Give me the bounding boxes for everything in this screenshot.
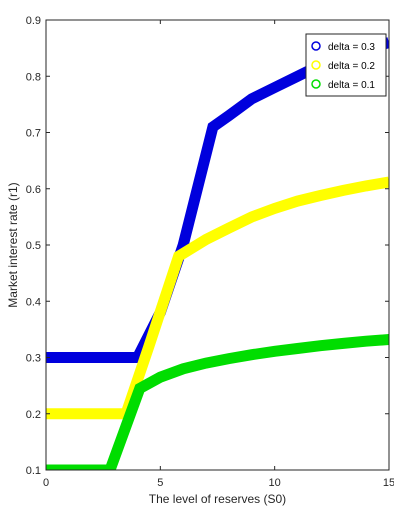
y-tick-label: 0.6 bbox=[26, 184, 41, 196]
legend-marker bbox=[311, 41, 321, 51]
legend-label: delta = 0.3 bbox=[328, 42, 375, 53]
series-line-3 bbox=[46, 334, 389, 470]
y-tick-label: 0.3 bbox=[26, 353, 41, 365]
tick-labels: 0 5 10 15 0.1 0.2 0.3 0.4 0.5 0.6 0.7 0.8 0.9 bbox=[26, 15, 394, 489]
series-line-2 bbox=[46, 176, 389, 420]
x-tick-label: 15 bbox=[383, 477, 394, 489]
legend-marker bbox=[311, 60, 321, 70]
legend: delta = 0.3 delta = 0.2 delta = 0.1 bbox=[305, 33, 387, 97]
y-tick-label: 0.5 bbox=[26, 240, 41, 252]
y-tick-label: 0.2 bbox=[26, 409, 41, 421]
y-tick-label: 0.7 bbox=[26, 128, 41, 140]
legend-label: delta = 0.2 bbox=[328, 61, 375, 72]
legend-marker bbox=[311, 79, 321, 89]
legend-label: delta = 0.1 bbox=[328, 80, 375, 91]
series-lines bbox=[46, 37, 389, 470]
y-tick-label: 0.4 bbox=[26, 296, 41, 308]
y-tick-label: 0.8 bbox=[26, 71, 41, 83]
x-tick-label: 0 bbox=[43, 477, 49, 489]
y-axis-label: Market interest rate (r1) bbox=[6, 182, 20, 307]
y-tick-label: 0.9 bbox=[26, 15, 41, 27]
y-tick-label: 0.1 bbox=[26, 465, 41, 477]
x-axis-label: The level of reserves (S0) bbox=[149, 492, 286, 506]
x-tick-label: 10 bbox=[269, 477, 281, 489]
x-tick-label: 5 bbox=[157, 477, 163, 489]
